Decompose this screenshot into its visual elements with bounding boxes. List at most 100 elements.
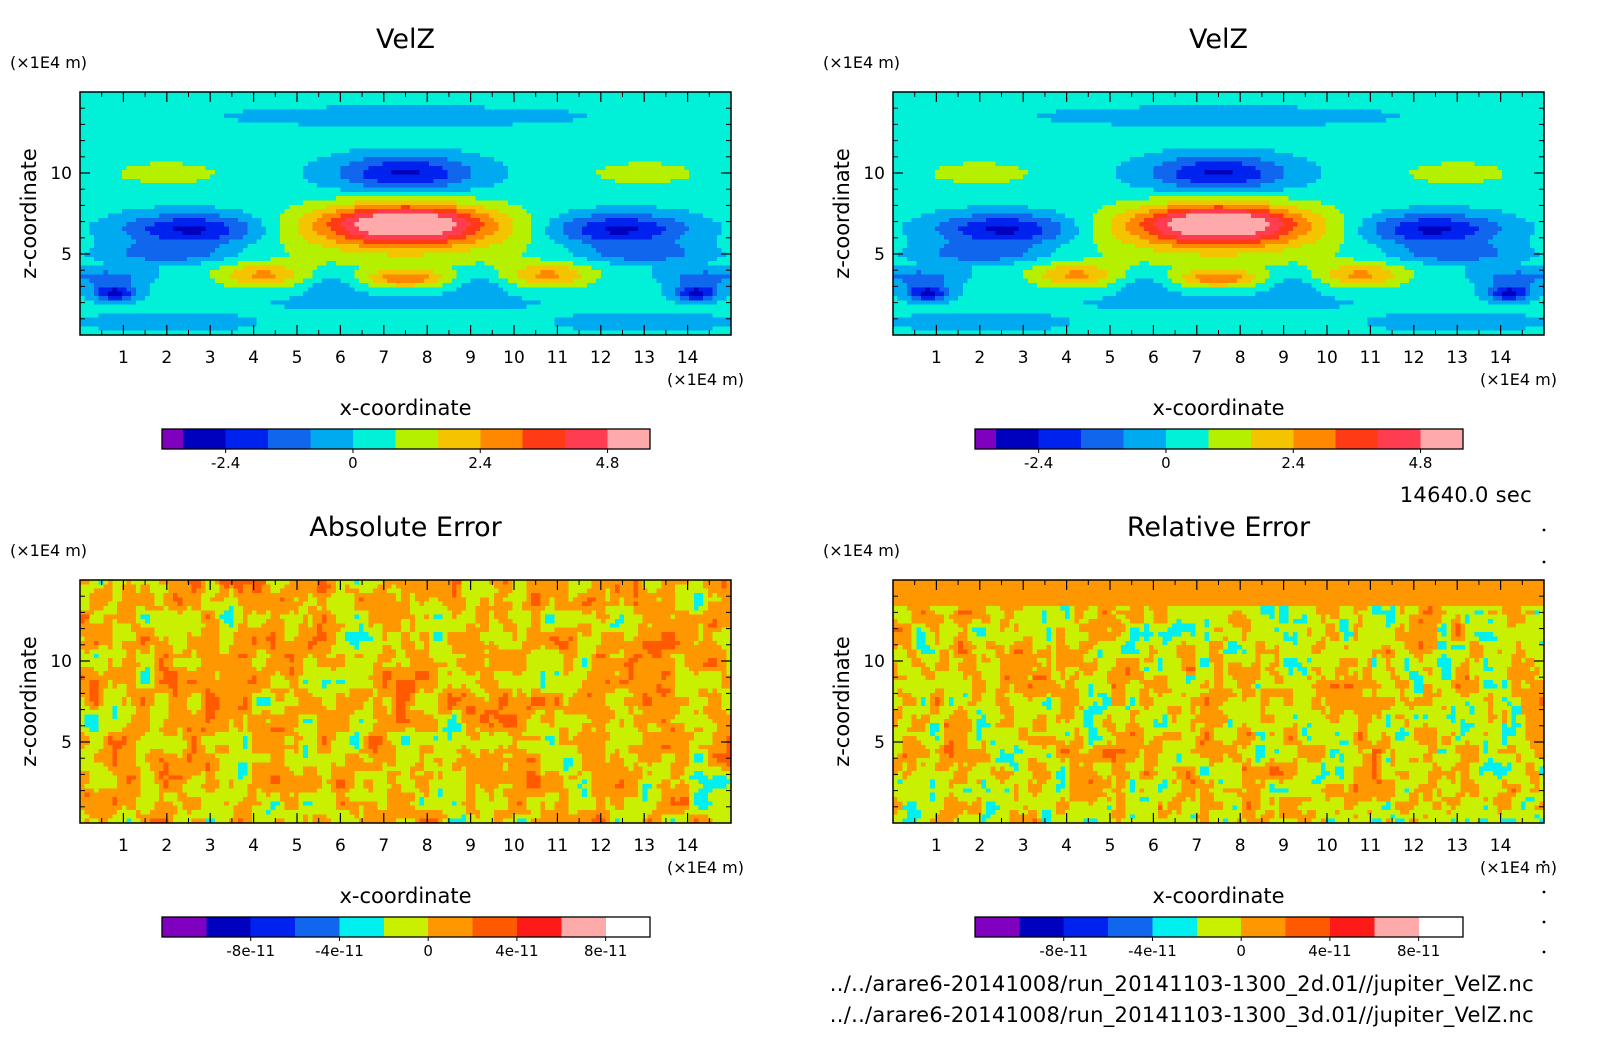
contour-cell: [414, 113, 421, 119]
contour-cell: [270, 200, 276, 206]
contour-cell: [284, 144, 290, 150]
contour-cell: [228, 243, 235, 249]
contour-cell: [359, 100, 365, 106]
contour-cell: [210, 96, 216, 102]
contour-cell: [651, 96, 658, 102]
contour-cell: [112, 122, 118, 128]
contour-cell: [293, 165, 300, 171]
contour-cell: [456, 222, 462, 228]
contour-cell: [438, 118, 444, 123]
contour-cell: [424, 230, 430, 236]
contour-cell: [656, 92, 662, 97]
contour-cell: [498, 92, 504, 97]
contour-cell: [247, 200, 253, 206]
contour-cell: [400, 96, 407, 102]
contour-cell: [642, 187, 648, 193]
contour-cell: [410, 187, 416, 193]
contour-cell: [317, 152, 323, 158]
contour-cell: [377, 144, 383, 150]
contour-cell: [317, 105, 323, 110]
contour-cell: [410, 200, 416, 206]
contour-cell: [84, 109, 90, 115]
contour-cell: [693, 196, 700, 202]
contour-cell: [210, 196, 216, 202]
contour-cell: [238, 239, 244, 245]
contour-cell: [586, 161, 593, 167]
contour-cell: [298, 243, 304, 249]
contour-cell: [210, 105, 216, 110]
contour-cell: [214, 126, 221, 132]
contour-cell: [121, 139, 128, 145]
contour-cell: [312, 222, 318, 228]
contour-cell: [447, 165, 453, 171]
contour-cell: [391, 96, 397, 102]
contour-cell: [693, 152, 700, 158]
contour-cell: [284, 209, 290, 215]
contour-cell: [647, 209, 653, 215]
contour-cell: [586, 213, 593, 219]
contour-cell: [624, 113, 630, 119]
contour-cell: [242, 96, 248, 102]
contour-cell: [331, 161, 337, 167]
contour-cell: [693, 226, 700, 232]
contour-cell: [252, 148, 258, 154]
contour-cell: [391, 161, 397, 167]
contour-cell: [242, 187, 248, 193]
contour-cell: [219, 131, 225, 136]
contour-cell: [121, 165, 128, 171]
contour-cell: [596, 222, 602, 228]
contour-cell: [224, 191, 230, 197]
contour-cell: [726, 230, 732, 236]
contour-cell: [679, 118, 686, 123]
contour-cell: [182, 204, 188, 210]
contour-cell: [712, 183, 718, 189]
contour-cell: [98, 239, 104, 245]
contour-cell: [368, 139, 374, 145]
contour-cell: [321, 92, 328, 97]
contour-cell: [177, 118, 183, 123]
contour-cell: [424, 139, 430, 145]
contour-cell: [303, 174, 309, 180]
contour-cell: [377, 126, 383, 132]
contour-cell: [233, 148, 239, 154]
contour-cell: [303, 165, 309, 171]
contour-cell: [712, 113, 718, 119]
contour-cell: [619, 118, 625, 123]
contour-cell: [228, 200, 235, 206]
contour-cell: [517, 196, 523, 202]
contour-cell: [521, 222, 527, 228]
contour-cell: [577, 109, 583, 115]
contour-cell: [461, 200, 467, 206]
contour-cell: [572, 191, 579, 197]
contour-cell: [679, 152, 686, 158]
contour-cell: [633, 148, 639, 154]
contour-cell: [340, 178, 346, 184]
contour-cell: [489, 139, 495, 145]
contour-cell: [159, 200, 165, 206]
contour-cell: [517, 243, 523, 249]
contour-cell: [200, 161, 207, 167]
contour-cell: [270, 105, 276, 110]
contour-cell: [698, 92, 704, 97]
contour-cell: [368, 226, 374, 232]
contour-cell: [345, 243, 351, 249]
contour-cell: [219, 191, 225, 197]
contour-cell: [163, 196, 169, 202]
contour-cell: [470, 100, 476, 106]
contour-cell: [610, 187, 616, 193]
contour-cell: [442, 144, 448, 150]
contour-cell: [214, 196, 221, 202]
contour-cell: [526, 235, 532, 241]
contour-cell: [382, 157, 388, 163]
contour-cell: [121, 230, 128, 236]
contour-cell: [177, 122, 183, 128]
contour-cell: [517, 174, 523, 180]
contour-cell: [140, 135, 146, 141]
contour-cell: [214, 96, 221, 102]
contour-cell: [196, 152, 202, 158]
contour-cell: [224, 135, 230, 141]
contour-cell: [386, 139, 393, 145]
contour-cell: [461, 96, 467, 102]
contour-cell: [98, 204, 104, 210]
contour-cell: [503, 226, 509, 232]
